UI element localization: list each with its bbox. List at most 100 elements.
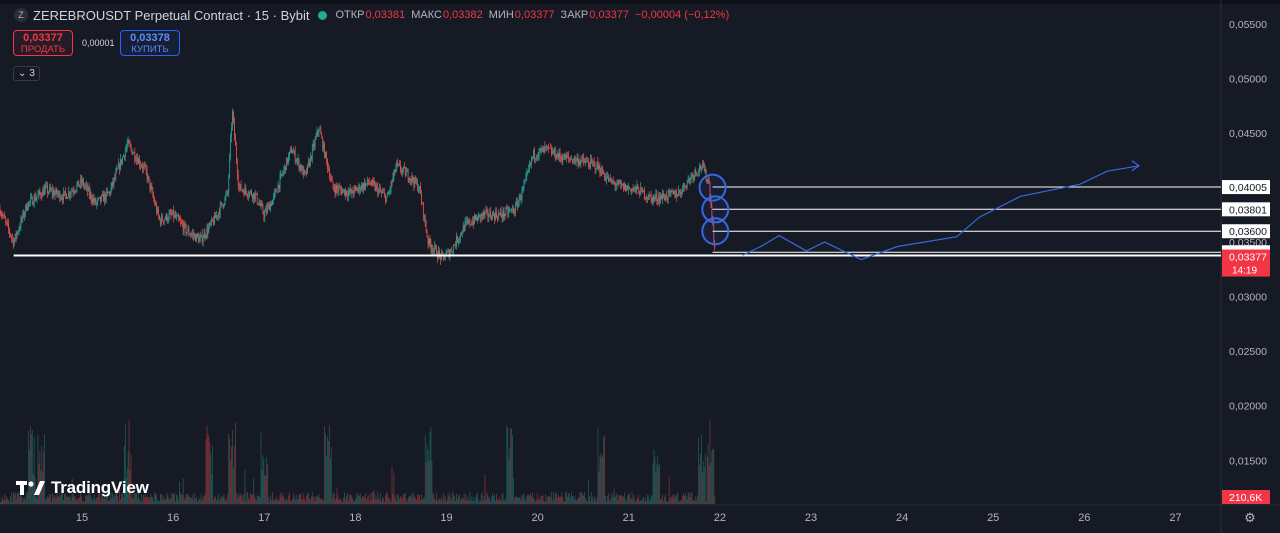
volume-bar — [485, 499, 487, 504]
candle-body — [385, 196, 387, 202]
forecast-path[interactable] — [742, 165, 1140, 261]
candle-body — [247, 194, 249, 197]
volume-bar — [413, 493, 415, 504]
gear-icon[interactable]: ⚙ — [1244, 510, 1256, 525]
candle-body — [459, 233, 461, 239]
candle-body — [110, 187, 112, 194]
candle-body — [33, 196, 35, 205]
candle-body — [412, 176, 414, 182]
volume-bar — [52, 498, 54, 504]
volume-bar — [621, 495, 623, 504]
volume-bar — [55, 498, 57, 504]
candle-body — [516, 202, 518, 208]
candle-body — [670, 190, 672, 193]
candle-body — [174, 214, 175, 218]
sell-button[interactable]: 0,03377 ПРОДАТЬ — [13, 30, 73, 56]
volume-bar — [610, 493, 612, 504]
indicators-toggle[interactable]: ⌄ 3 — [13, 66, 40, 81]
volume-bar — [486, 492, 488, 504]
candle-body — [695, 170, 697, 173]
volume-bar — [542, 496, 544, 504]
marker-circle[interactable] — [701, 217, 730, 246]
candle-body — [494, 214, 495, 220]
price-axis[interactable]: 0,055000,050000,045000,040000,035000,030… — [1222, 19, 1270, 504]
volume-bar — [126, 467, 128, 504]
tradingview-logo[interactable]: TradingView — [16, 478, 149, 498]
candle-body — [375, 185, 377, 190]
candle-body — [320, 129, 322, 135]
volume-bar — [31, 430, 33, 504]
candle-body — [528, 169, 530, 171]
candle-body — [517, 201, 519, 208]
candle-body — [456, 236, 457, 246]
volume-bar — [386, 492, 388, 504]
candle-body — [79, 184, 81, 187]
candle-body — [523, 184, 525, 189]
volume-bar — [204, 493, 206, 504]
forecast-arrowhead[interactable] — [1131, 160, 1141, 172]
volume-bar — [576, 499, 578, 504]
volume-bar — [649, 499, 651, 504]
candle-body — [205, 236, 207, 238]
candle-body — [537, 155, 539, 158]
buy-button[interactable]: 0,03378 КУПИТЬ — [120, 30, 180, 56]
volume-bar — [94, 498, 96, 504]
volume-bar — [51, 493, 53, 504]
candle-body — [130, 145, 132, 149]
volume-bar — [607, 495, 608, 504]
volume-bar — [287, 499, 288, 504]
candle-body — [446, 251, 448, 254]
candle-body — [448, 250, 450, 258]
price-tick-label: 0,01500 — [1229, 455, 1267, 467]
candle-body — [50, 189, 52, 191]
candle-body — [499, 211, 501, 214]
candle-body — [328, 168, 329, 171]
time-axis[interactable]: 15 16 17 18 19 20 21 22 23 24 25 26 27 — [76, 512, 1182, 524]
candle-body — [193, 233, 194, 236]
marker-circle[interactable] — [698, 173, 727, 202]
candle-body — [148, 176, 150, 180]
candle-body — [87, 187, 89, 192]
candle-body — [392, 176, 394, 182]
candle-body — [179, 220, 181, 222]
volume-bar — [270, 495, 271, 504]
level-price-tag[interactable] — [1222, 202, 1270, 217]
candle-body — [549, 147, 550, 149]
level-price-tag[interactable] — [1222, 180, 1270, 195]
marker-circle[interactable] — [701, 195, 730, 224]
volume-bar — [622, 496, 624, 504]
volume-bar — [259, 497, 261, 504]
horizontal-levels[interactable] — [13, 186, 1221, 257]
candle-body — [595, 169, 597, 170]
volume-bar — [434, 498, 436, 504]
candle-body — [419, 186, 420, 190]
candle-body — [95, 199, 97, 205]
current-price-badge[interactable] — [1222, 249, 1270, 277]
volume-bar — [177, 495, 178, 504]
candle-body — [471, 224, 473, 225]
volume-bar — [219, 498, 221, 504]
volume-bar — [213, 500, 214, 504]
drawings[interactable] — [698, 160, 1141, 261]
volume-bar — [256, 495, 258, 504]
candle-body — [533, 150, 534, 157]
volume-bar — [96, 497, 98, 504]
volume-bar — [88, 495, 90, 504]
volume-bar — [75, 499, 77, 504]
volume-bar — [292, 493, 294, 504]
volume-value-badge[interactable] — [1222, 490, 1270, 504]
volume-bar — [498, 497, 500, 504]
candle-body — [287, 158, 288, 163]
volume-bar — [462, 498, 464, 504]
level-price-tag[interactable] — [1222, 224, 1270, 239]
candle-body — [347, 191, 349, 197]
candle-body — [395, 167, 397, 173]
candle-body — [161, 215, 162, 224]
candle-body — [358, 185, 360, 189]
volume-bar — [335, 497, 337, 504]
candle-body — [407, 170, 409, 180]
symbol-title[interactable]: ZEREBROUSDT Perpetual Contract · 15 · By… — [33, 7, 310, 23]
volume-bar — [317, 496, 319, 504]
volume-bar — [220, 496, 222, 504]
